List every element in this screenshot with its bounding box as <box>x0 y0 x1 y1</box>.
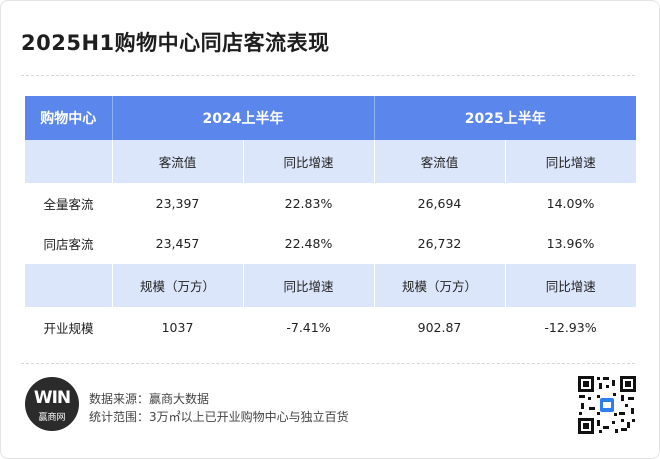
row-label: 开业规模 <box>25 307 112 348</box>
corner-header: 购物中心 <box>25 96 113 140</box>
subheader-cell: 同比增速 <box>505 264 636 307</box>
table-cell: -7.41% <box>243 307 374 348</box>
logo-mark: WIN <box>33 388 71 408</box>
scale-subheader-row: 规模（万方） 同比增速 规模（万方） 同比增速 <box>25 264 636 307</box>
subheader-cell: 客流值 <box>112 140 244 183</box>
logo-brand-text: 赢商网 <box>38 413 66 423</box>
table-cell: 26,694 <box>374 183 505 223</box>
qr-code-icon <box>577 375 637 435</box>
subheader-cell: 同比增速 <box>505 140 636 183</box>
row-label: 同店客流 <box>25 223 112 264</box>
period-header-2024: 2024上半年 <box>112 96 375 140</box>
table-row: 开业规模 1037 -7.41% 902.87 -12.93% <box>25 307 636 348</box>
title-divider <box>21 75 635 76</box>
footer-divider <box>21 363 635 364</box>
period-header-row: 购物中心 2024上半年 2025上半年 <box>25 96 636 140</box>
qr-code-graphic <box>577 375 637 435</box>
table-cell: 14.09% <box>505 183 636 223</box>
traffic-table: 购物中心 2024上半年 2025上半年 客流值 同比增速 客流值 同比增速 全… <box>25 96 636 348</box>
table-cell: 22.83% <box>243 183 374 223</box>
table-cell: 23,397 <box>112 183 243 223</box>
subheader-cell: 规模（万方） <box>112 264 244 307</box>
subheader-cell: 客流值 <box>374 140 506 183</box>
table-cell: 23,457 <box>112 223 243 264</box>
data-source-note: 数据来源：赢商大数据 <box>89 392 210 406</box>
subheader-empty <box>25 140 113 183</box>
table-cell: 13.96% <box>505 223 636 264</box>
scope-note: 统计范围：3万㎡以上已开业购物中心与独立百货 <box>89 410 349 424</box>
brand-logo: WIN 赢商网 <box>25 377 79 431</box>
subheader-cell: 同比增速 <box>243 264 375 307</box>
footer-notes: 数据来源：赢商大数据 统计范围：3万㎡以上已开业购物中心与独立百货 <box>89 390 349 426</box>
page-title: 2025H1购物中心同店客流表现 <box>21 31 330 55</box>
table-row: 全量客流 23,397 22.83% 26,694 14.09% <box>25 183 636 223</box>
subheader-empty <box>25 264 113 307</box>
table-cell: -12.93% <box>505 307 636 348</box>
row-label: 全量客流 <box>25 183 112 223</box>
table-cell: 902.87 <box>374 307 505 348</box>
table-cell: 1037 <box>112 307 243 348</box>
period-header-2025: 2025上半年 <box>374 96 636 140</box>
table-cell: 26,732 <box>374 223 505 264</box>
table-cell: 22.48% <box>243 223 374 264</box>
traffic-subheader-row: 客流值 同比增速 客流值 同比增速 <box>25 140 636 183</box>
subheader-cell: 规模（万方） <box>374 264 506 307</box>
subheader-cell: 同比增速 <box>243 140 375 183</box>
table-row: 同店客流 23,457 22.48% 26,732 13.96% <box>25 223 636 264</box>
